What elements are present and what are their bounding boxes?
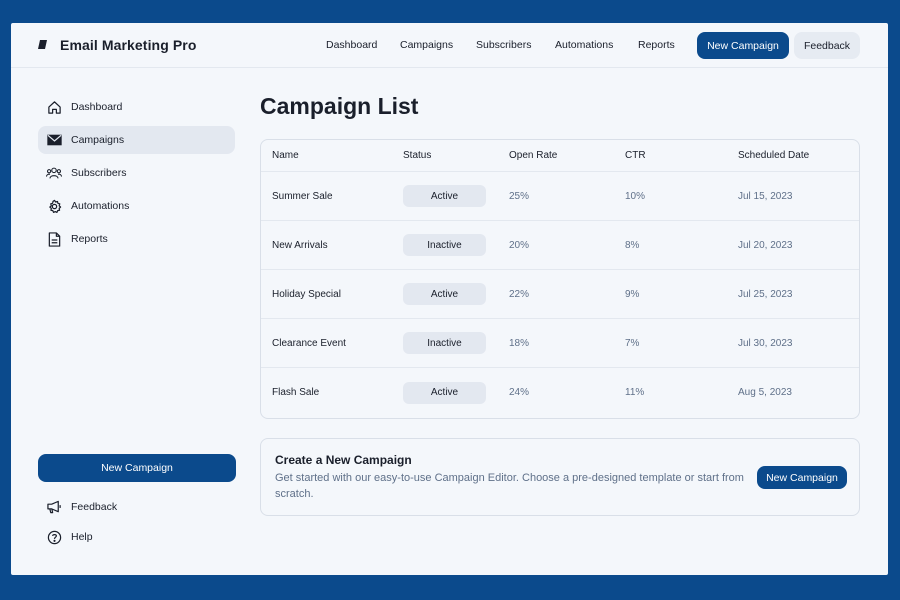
scheduled-date: Aug 5, 2023 xyxy=(738,387,792,398)
ctr: 10% xyxy=(625,190,646,202)
create-campaign-title: Create a New Campaign xyxy=(275,453,412,467)
table-row[interactable]: Holiday Special Active 22% 9% Jul 25, 20… xyxy=(261,270,859,319)
open-rate: 24% xyxy=(509,387,530,398)
top-nav-campaigns[interactable]: Campaigns xyxy=(400,39,454,51)
status-badge: Inactive xyxy=(403,332,486,354)
app-window: Email Marketing Pro Dashboard Campaigns … xyxy=(11,23,888,575)
sidebar-item-label: Campaigns xyxy=(71,134,125,146)
table-row[interactable]: New Arrivals Inactive 20% 8% Jul 20, 202… xyxy=(261,221,859,270)
ctr: 11% xyxy=(625,387,645,398)
sidebar-item-subscribers[interactable]: Subscribers xyxy=(38,159,235,187)
sidebar-new-campaign-button[interactable]: New Campaign xyxy=(38,454,236,482)
sidebar-item-campaigns[interactable]: Campaigns xyxy=(38,126,235,154)
status-cell: Inactive xyxy=(403,221,486,269)
table-header-row: Name Status Open Rate CTR Scheduled Date xyxy=(261,140,859,172)
top-nav-automations[interactable]: Automations xyxy=(555,39,614,51)
column-header-scheduled-date[interactable]: Scheduled Date xyxy=(738,150,810,161)
campaign-table: Name Status Open Rate CTR Scheduled Date… xyxy=(260,139,860,419)
open-rate: 18% xyxy=(509,337,530,349)
campaign-name: Flash Sale xyxy=(272,387,320,398)
status-badge: Inactive xyxy=(403,234,486,256)
users-icon xyxy=(46,165,62,181)
sidebar-item-reports[interactable]: Reports xyxy=(38,225,235,253)
document-icon xyxy=(46,231,62,247)
table-row[interactable]: Summer Sale Active 25% 10% Jul 15, 2023 xyxy=(261,172,859,221)
top-nav-dashboard[interactable]: Dashboard xyxy=(326,39,378,51)
ctr: 8% xyxy=(625,239,640,251)
column-header-open-rate[interactable]: Open Rate xyxy=(509,150,558,161)
open-rate: 20% xyxy=(509,239,530,251)
gear-icon xyxy=(46,198,62,214)
sidebar-item-automations[interactable]: Automations xyxy=(38,192,235,220)
logo-icon xyxy=(38,40,47,49)
ctr: 7% xyxy=(625,337,640,349)
status-badge: Active xyxy=(403,185,486,207)
column-header-status[interactable]: Status xyxy=(403,150,432,161)
status-cell: Inactive xyxy=(403,319,486,367)
mail-icon xyxy=(46,132,62,148)
sidebar-item-label: Reports xyxy=(71,233,108,245)
sidebar-item-label: Help xyxy=(71,531,93,543)
header-feedback-button[interactable]: Feedback xyxy=(794,32,860,59)
sidebar-item-label: Feedback xyxy=(71,501,118,513)
column-header-name[interactable]: Name xyxy=(272,150,299,161)
create-card-new-campaign-button[interactable]: New Campaign xyxy=(757,466,847,489)
sidebar-item-label: Subscribers xyxy=(71,167,127,179)
scheduled-date: Jul 20, 2023 xyxy=(738,239,793,251)
top-nav-reports[interactable]: Reports xyxy=(638,39,675,51)
campaign-name: Clearance Event xyxy=(272,337,346,349)
help-icon xyxy=(46,529,62,545)
scheduled-date: Jul 30, 2023 xyxy=(738,337,793,349)
scheduled-date: Jul 15, 2023 xyxy=(738,190,793,202)
megaphone-icon xyxy=(46,499,62,515)
status-badge: Active xyxy=(403,381,486,404)
campaign-name: Summer Sale xyxy=(272,190,333,202)
table-row[interactable]: Flash Sale Active 24% 11% Aug 5, 2023 xyxy=(261,368,859,417)
sidebar-item-help[interactable]: Help xyxy=(38,523,235,551)
sidebar-item-label: Dashboard xyxy=(71,101,123,113)
app-title: Email Marketing Pro xyxy=(60,37,197,53)
status-cell: Active xyxy=(403,172,486,220)
create-campaign-card: Create a New Campaign Get started with o… xyxy=(260,438,860,516)
sidebar-item-dashboard[interactable]: Dashboard xyxy=(38,93,235,121)
create-campaign-description: Get started with our easy-to-use Campaig… xyxy=(275,472,744,500)
status-cell: Active xyxy=(403,270,486,318)
ctr: 9% xyxy=(625,288,640,300)
campaign-name: New Arrivals xyxy=(272,239,328,251)
status-badge: Active xyxy=(403,283,486,305)
column-header-ctr[interactable]: CTR xyxy=(625,150,646,161)
top-header: Email Marketing Pro Dashboard Campaigns … xyxy=(11,23,888,68)
scheduled-date: Jul 25, 2023 xyxy=(738,288,793,300)
status-cell: Active xyxy=(403,368,486,417)
top-nav-subscribers[interactable]: Subscribers xyxy=(476,39,532,51)
open-rate: 22% xyxy=(509,288,530,300)
campaign-name: Holiday Special xyxy=(272,288,341,300)
table-row[interactable]: Clearance Event Inactive 18% 7% Jul 30, … xyxy=(261,319,859,368)
page-title: Campaign List xyxy=(260,93,419,119)
sidebar-item-label: Automations xyxy=(71,200,130,212)
home-icon xyxy=(46,99,62,115)
header-new-campaign-button[interactable]: New Campaign xyxy=(697,32,789,59)
sidebar-item-feedback[interactable]: Feedback xyxy=(38,493,235,521)
open-rate: 25% xyxy=(509,190,530,202)
